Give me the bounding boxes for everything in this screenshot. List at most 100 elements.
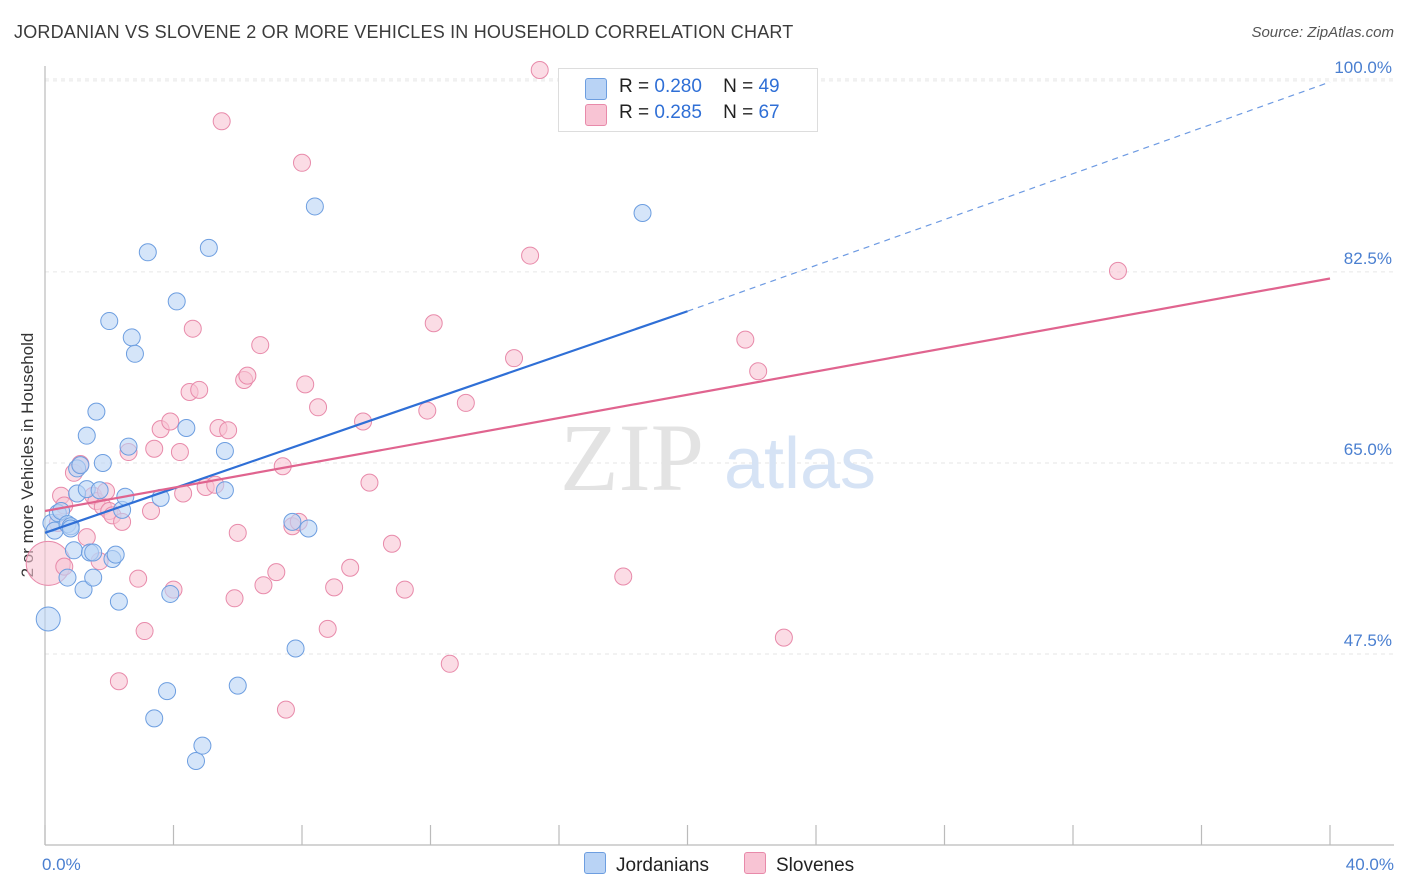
slovenes-point bbox=[318, 619, 337, 638]
jordanians-point bbox=[286, 639, 305, 658]
jordanians-point bbox=[106, 545, 125, 564]
slovenes-point bbox=[325, 578, 344, 597]
slovenes-point bbox=[161, 412, 180, 431]
y-tick-label: 100.0% bbox=[1334, 58, 1392, 77]
legend-n-label: N = bbox=[723, 76, 754, 97]
jordanians-label: Jordanians bbox=[616, 855, 709, 876]
legend-r-value: 0.280 bbox=[654, 76, 702, 97]
slovenes-point bbox=[395, 580, 414, 599]
legend-swatch-blue bbox=[585, 78, 607, 100]
slovenes-point bbox=[293, 153, 311, 172]
legend-n-value: 67 bbox=[758, 102, 780, 123]
correlation-legend: R = 0.280 N = 49 R = 0.285 N = 67 bbox=[558, 68, 818, 132]
slovenes-point bbox=[309, 398, 328, 417]
slovenes-point bbox=[505, 349, 524, 368]
jordanians-point bbox=[228, 676, 247, 695]
series-legend-jordanians: Jordanians bbox=[584, 852, 709, 877]
jordanians-point bbox=[633, 203, 652, 222]
watermark-atlas: atlas bbox=[724, 424, 876, 504]
jordanians-point bbox=[84, 568, 103, 587]
slovenes-point bbox=[238, 366, 257, 385]
jordanians-point bbox=[299, 519, 318, 538]
slovenes-point bbox=[183, 319, 202, 338]
slovenes-point bbox=[219, 421, 238, 440]
slovenes-point bbox=[614, 567, 633, 586]
chart-title: JORDANIAN VS SLOVENE 2 OR MORE VEHICLES … bbox=[14, 22, 794, 42]
slovenes-point bbox=[254, 576, 273, 595]
jordanians-point bbox=[167, 292, 186, 311]
jordanians-point bbox=[109, 592, 128, 611]
series-legend-slovenes: Slovenes bbox=[744, 852, 854, 877]
slovenes-point bbox=[135, 622, 154, 641]
slovenes-point bbox=[145, 439, 164, 458]
jordanians-point bbox=[305, 197, 324, 216]
jordanians-point bbox=[161, 584, 180, 603]
jordanians-swatch bbox=[584, 852, 606, 874]
jordanians-point bbox=[145, 709, 164, 728]
slovenes-point bbox=[267, 563, 286, 582]
jordanians-point bbox=[64, 541, 83, 560]
watermark-zip: ZIP bbox=[560, 404, 704, 511]
jordanians-point bbox=[93, 453, 112, 472]
legend-n-value: 49 bbox=[758, 76, 780, 97]
jordanians-point bbox=[90, 481, 109, 500]
jordanians-point bbox=[74, 580, 93, 599]
jordanians-point bbox=[177, 419, 196, 438]
jordanians-point bbox=[283, 512, 302, 531]
slovenes-point bbox=[341, 558, 360, 577]
zipatlas-watermark: ZIP atlas bbox=[560, 404, 876, 511]
legend-swatch-pink bbox=[585, 104, 607, 126]
jordanians-point bbox=[84, 543, 103, 562]
y-tick-label: 82.5% bbox=[1344, 249, 1392, 268]
y-tick-label: 65.0% bbox=[1344, 440, 1392, 459]
trend-lines bbox=[44, 81, 1331, 534]
jordanians-point bbox=[193, 736, 212, 755]
jordanians-trend-extension bbox=[687, 81, 1331, 312]
slovenes-swatch bbox=[744, 852, 766, 874]
jordanians-point bbox=[58, 568, 77, 587]
jordanians-point bbox=[138, 243, 157, 262]
jordanians-point bbox=[122, 328, 141, 347]
source-credit: Source: ZipAtlas.com bbox=[1251, 24, 1394, 41]
jordanians-point bbox=[158, 682, 177, 701]
tick-labels: 47.5% 65.0% 82.5% 100.0% 0.0% 40.0% bbox=[42, 58, 1394, 874]
slovenes-point bbox=[530, 61, 549, 79]
x-tick-label-min: 0.0% bbox=[42, 855, 81, 874]
slovenes-label: Slovenes bbox=[776, 855, 855, 876]
slovenes-point bbox=[456, 393, 475, 412]
jordanians-point bbox=[215, 441, 234, 460]
slovenes-point bbox=[109, 672, 128, 691]
slovenes-point bbox=[424, 314, 443, 333]
slovenes-point bbox=[440, 654, 459, 673]
slovenes-point bbox=[190, 380, 209, 399]
x-tick-label-max: 40.0% bbox=[1346, 855, 1394, 874]
slovenes-trend-line bbox=[44, 277, 1331, 513]
jordanians-point bbox=[186, 751, 205, 770]
legend-r-value: 0.285 bbox=[654, 102, 702, 123]
jordanians-point bbox=[87, 402, 106, 421]
jordanians-trend-line bbox=[44, 310, 688, 534]
slovenes-point bbox=[296, 375, 315, 394]
slovenes-point bbox=[212, 112, 231, 131]
slovenes-point bbox=[142, 501, 161, 520]
slovenes-points bbox=[25, 61, 1127, 719]
slovenes-point bbox=[1108, 261, 1127, 280]
y-tick-label: 47.5% bbox=[1344, 631, 1392, 650]
slovenes-point bbox=[77, 528, 96, 547]
slovenes-point bbox=[749, 362, 768, 381]
slovenes-point bbox=[360, 473, 379, 492]
slovenes-point bbox=[774, 628, 793, 647]
slovenes-point bbox=[736, 330, 755, 349]
jordanians-points bbox=[35, 197, 652, 770]
jordanians-point bbox=[71, 456, 90, 475]
jordanians-point bbox=[199, 238, 218, 257]
slovenes-point bbox=[170, 443, 189, 462]
slovenes-point bbox=[382, 534, 401, 553]
jordanians-point bbox=[125, 344, 144, 363]
legend-r-label: R = bbox=[619, 76, 650, 97]
jordanians-point bbox=[100, 312, 119, 331]
slovenes-point bbox=[129, 569, 148, 588]
jordanians-point bbox=[119, 437, 138, 456]
legend-r-label: R = bbox=[619, 102, 650, 123]
legend-n-label: N = bbox=[723, 102, 754, 123]
